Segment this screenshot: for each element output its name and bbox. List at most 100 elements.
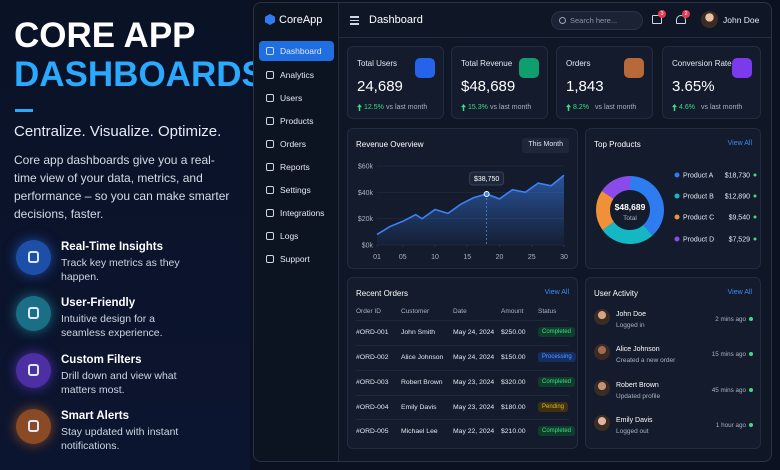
brand: CoreApp [279,14,323,26]
avatar[interactable] [701,11,718,28]
nav-item[interactable]: Logs [259,226,334,246]
table-cell: #ORD-002 [356,354,389,361]
table-cell: #ORD-004 [356,404,389,411]
feature-title: Smart Alerts [61,410,129,422]
user-name[interactable]: John Doe [723,15,760,25]
donut-sublabel: Total [623,215,637,222]
header: Dashboard Search here... 3 2 John Doe [339,3,771,38]
stat-change: 4.6% [679,104,695,111]
nav-item[interactable]: Reports [259,157,334,177]
column-header: Amount [501,308,524,315]
icon-glyph [28,420,39,432]
stat-icon [624,58,644,78]
donut-chart: Product A $18,730 Product B $12,890 Product … [596,172,757,244]
view-all[interactable]: View All [727,140,752,147]
legend-dot [674,193,680,199]
table-cell: $250.00 [501,329,526,336]
panel-title: User Activity [594,289,639,298]
sidebar: CoreApp Dashboard Analytics Users Products Or… [254,3,339,461]
avatar [594,309,610,325]
activity-name: Robert Brown [616,382,659,389]
nav-label: Analytics [280,70,315,80]
line [376,174,565,236]
table-cell: $320.00 [501,379,526,386]
legend-dot [674,236,680,242]
activity-time: 45 mins ago [711,387,746,394]
table-cell: #ORD-003 [356,379,389,386]
nav-item[interactable]: Products [259,111,334,131]
stat-label: Total Users [357,59,398,68]
table-cell: May 22, 2024 [453,428,495,435]
up-arrow [672,104,677,111]
area [377,175,564,245]
table-cell: $180.00 [501,404,526,411]
table-cell: May 23, 2024 [453,379,495,386]
header-icon[interactable] [652,15,662,24]
menu-icon [350,16,359,18]
nav-label: Orders [280,139,306,149]
nav-icon [266,140,274,148]
tooltip-label: $38,750 [474,176,499,183]
activity-time: 2 mins ago [715,316,746,323]
status-pill: Completed [538,327,576,337]
search-icon [559,17,566,24]
donut-segment [596,190,615,231]
stat-value: 1,843 [566,78,604,95]
nav-item[interactable]: Dashboard [259,41,334,61]
search-box[interactable]: Search here... [551,11,643,30]
nav-label: Logs [280,231,299,241]
nav-item[interactable]: Integrations [259,203,334,223]
status-dot [753,237,757,241]
column-header: Date [453,308,467,315]
brand-icon [265,14,275,25]
online-dot [749,423,753,427]
nav-item[interactable]: Support [259,249,334,269]
feature-text: Track key metrics as they happen. [61,257,180,283]
nav-item[interactable]: Settings [259,180,334,200]
view-all[interactable]: View All [544,289,569,296]
online-dot [749,317,753,321]
nav-icon [266,71,274,79]
stat-label: Total Revenue [461,59,513,68]
hero-title: CORE APP [14,16,196,55]
nav-item[interactable]: Analytics [259,65,334,85]
nav-label: Support [280,254,310,264]
nav-label: Dashboard [280,46,322,56]
donut-segment [602,221,653,244]
up-arrow [566,104,571,111]
stat-value: 3.65% [672,78,715,95]
donut-segment [629,176,664,236]
table-cell: John Smith [401,329,436,336]
nav-item[interactable]: Users [259,88,334,108]
nav-item[interactable]: Orders [259,134,334,154]
highlight-point [483,190,490,197]
feature-text: Drill down and view what matters most. [61,370,177,396]
filter-button[interactable]: This Month [522,138,569,153]
stat-value: 24,689 [357,78,403,95]
tagline: Centralize. Visualize. Optimize. [14,123,222,140]
header-icon[interactable] [676,15,686,24]
column-header: Order ID [356,308,381,315]
page-title: Dashboard [369,14,423,26]
stat-change: 8.2% [573,104,589,111]
x-tick-label: 10 [431,254,439,261]
up-arrow [357,104,362,111]
table-cell: May 24, 2024 [453,354,495,361]
activity-name: John Doe [616,311,646,318]
stat-note: vs last month [386,104,428,111]
feature-text: Stay updated with instant notifications. [61,426,179,452]
stat-change: 12.5% [364,104,384,111]
icon-glyph [28,251,39,263]
stat-icon [519,58,539,78]
donut-center: $48,689 [615,202,646,212]
products-panel: Top Products View All Product A $18,730 Prod… [585,128,761,269]
badge: 3 [658,10,666,18]
value-label: $9,540 [729,215,751,222]
nav-icon [266,209,274,217]
view-all[interactable]: View All [727,289,752,296]
x-tick-label: 30 [560,254,568,261]
column-header: Customer [401,308,430,315]
search-placeholder: Search here... [570,16,618,25]
y-tick-label: $20k [358,216,374,223]
table-cell: May 23, 2024 [453,404,495,411]
